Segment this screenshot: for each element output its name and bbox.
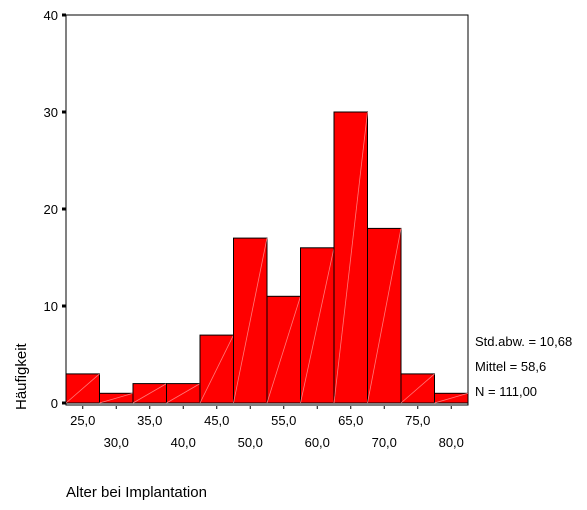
x-tick-label: 80,0 [439, 435, 464, 450]
x-axis-title: Alter bei Implantation [66, 484, 207, 501]
y-tick-label: 20 [44, 202, 58, 217]
x-tick-label: 35,0 [137, 413, 162, 428]
stat-std-dev: Std.abw. = 10,68 [475, 334, 572, 349]
bar-highlight-65 [333, 111, 368, 404]
x-tick-label: 60,0 [305, 435, 330, 450]
bar-highlight-40 [166, 383, 201, 404]
y-tick-label: 40 [44, 8, 58, 23]
x-tick-label: 70,0 [372, 435, 397, 450]
y-tick-label: 10 [44, 299, 58, 314]
y-axis: 0 10 20 30 40 [44, 8, 66, 411]
x-tick-label: 25,0 [70, 413, 95, 428]
bar-highlight-50 [233, 238, 268, 404]
x-tick-label: 50,0 [238, 435, 263, 450]
x-tick-label: 55,0 [271, 413, 296, 428]
bar-highlight-55 [266, 296, 301, 404]
bars-group [65, 111, 469, 404]
x-tick-label: 75,0 [405, 413, 430, 428]
stat-mean: Mittel = 58,6 [475, 359, 546, 374]
x-tick-label: 40,0 [171, 435, 196, 450]
x-axis: 25,0 35,0 45,0 55,0 65,0 75,0 30,0 40,0 50,0 60,0… [70, 406, 464, 450]
bar-highlight-30 [99, 392, 134, 404]
x-tick-label: 45,0 [204, 413, 229, 428]
bar-highlight-25 [65, 373, 100, 404]
stat-n: N = 111,00 [475, 384, 537, 399]
x-tick-label: 65,0 [338, 413, 363, 428]
bar-highlight-45 [199, 334, 234, 404]
y-tick-label: 0 [51, 396, 58, 411]
bar-highlight-75 [400, 373, 435, 404]
x-tick-label: 30,0 [104, 435, 129, 450]
bar-highlight-70 [367, 228, 402, 404]
y-axis-title: Häufigkeit [13, 342, 30, 410]
bar-highlight-35 [132, 383, 167, 404]
y-tick-label: 30 [44, 105, 58, 120]
bar-highlight-60 [300, 247, 335, 404]
bar-highlight-80 [434, 392, 469, 404]
